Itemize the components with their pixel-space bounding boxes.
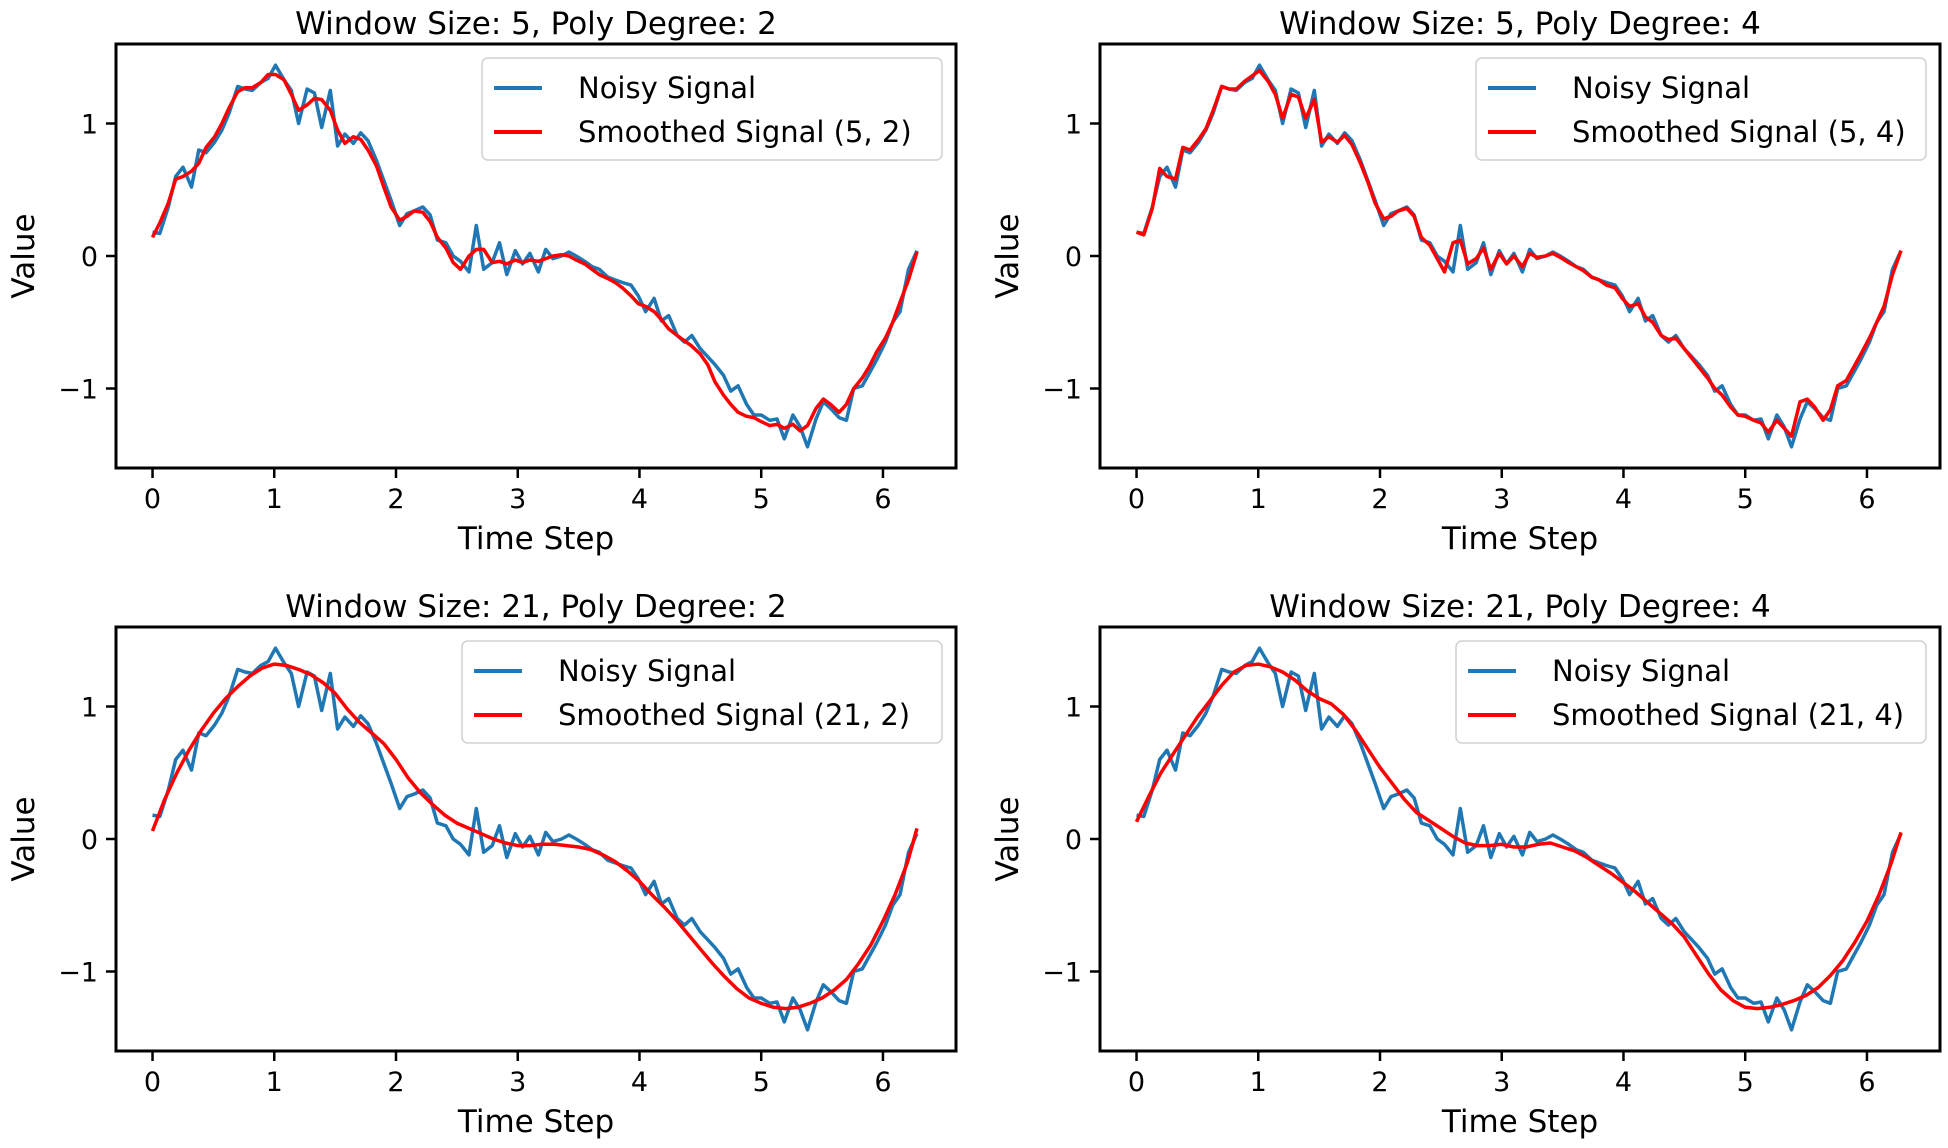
x-tick-label: 3 bbox=[509, 1067, 526, 1098]
y-tick-label: −1 bbox=[58, 375, 98, 406]
x-tick-label: 6 bbox=[874, 484, 891, 515]
y-axis-label: Value bbox=[990, 213, 1026, 298]
y-axis-label: Value bbox=[6, 213, 42, 298]
legend: Noisy Signal Smoothed Signal (5, 4) bbox=[1475, 57, 1927, 161]
x-tick-label: 0 bbox=[144, 484, 161, 515]
x-axis-label: Time Step bbox=[457, 1104, 614, 1140]
y-tick-label: 0 bbox=[81, 825, 98, 856]
y-axis-label: Value bbox=[6, 796, 42, 881]
x-tick-label: 3 bbox=[509, 484, 526, 515]
x-tick-label: 1 bbox=[1250, 484, 1267, 515]
series-line-smoothed bbox=[1134, 662, 1903, 1011]
y-tick-label: 0 bbox=[1065, 242, 1082, 273]
legend-entry: Smoothed Signal (21, 2) bbox=[558, 698, 910, 732]
subplot-3: Window Size: 21, Poly Degree: 2 0 1 2 3 4 5 6 1 0… bbox=[6, 589, 958, 1140]
x-tick-label: 0 bbox=[1128, 484, 1145, 515]
legend-box bbox=[481, 57, 943, 161]
subplot-2: Window Size: 5, Poly Degree: 4 0 1 2 3 4 5 6 1 0 −… bbox=[990, 6, 1942, 557]
x-axis-label: Time Step bbox=[1441, 1104, 1598, 1140]
legend-box bbox=[1455, 640, 1927, 744]
legend-entry: Smoothed Signal (5, 4) bbox=[1572, 115, 1906, 149]
x-tick-label: 5 bbox=[1737, 1067, 1754, 1098]
subplot-title: Window Size: 5, Poly Degree: 4 bbox=[1279, 6, 1761, 42]
y-tick-label: 1 bbox=[81, 693, 98, 724]
x-tick-label: 4 bbox=[631, 1067, 648, 1098]
legend-entry: Smoothed Signal (21, 4) bbox=[1552, 698, 1904, 732]
x-tick-label: 2 bbox=[1371, 1067, 1388, 1098]
subplot-title: Window Size: 21, Poly Degree: 4 bbox=[1269, 589, 1770, 625]
x-tick-label: 3 bbox=[1493, 484, 1510, 515]
x-tick-label: 2 bbox=[387, 484, 404, 515]
y-tick-label: −1 bbox=[1042, 375, 1082, 406]
y-tick-label: −1 bbox=[1042, 958, 1082, 989]
legend-entry: Noisy Signal bbox=[1572, 71, 1750, 105]
x-axis-label: Time Step bbox=[457, 521, 614, 557]
subplot-1: Window Size: 5, Poly Degree: 2 0 1 2 3 4 5 6 1 0 −… bbox=[6, 6, 958, 557]
x-axis-label: Time Step bbox=[1441, 521, 1598, 557]
legend-entry: Noisy Signal bbox=[578, 71, 756, 105]
x-tick-label: 1 bbox=[266, 484, 283, 515]
legend-entry: Noisy Signal bbox=[558, 654, 736, 688]
x-tick-label: 0 bbox=[1128, 1067, 1145, 1098]
subplot-4: Window Size: 21, Poly Degree: 4 0 1 2 3 4 5 6 1 0… bbox=[990, 589, 1942, 1140]
series-line-smoothed bbox=[150, 72, 919, 433]
x-tick-label: 6 bbox=[1858, 484, 1875, 515]
x-tick-label: 4 bbox=[1615, 484, 1632, 515]
x-tick-label: 2 bbox=[1371, 484, 1388, 515]
y-tick-label: 1 bbox=[81, 110, 98, 141]
series-line-smoothed bbox=[150, 662, 919, 1011]
x-tick-label: 3 bbox=[1493, 1067, 1510, 1098]
x-tick-label: 4 bbox=[1615, 1067, 1632, 1098]
x-tick-label: 5 bbox=[753, 1067, 770, 1098]
subplot-title: Window Size: 21, Poly Degree: 2 bbox=[285, 589, 786, 625]
legend-box bbox=[461, 640, 943, 744]
x-tick-label: 0 bbox=[144, 1067, 161, 1098]
y-axis-label: Value bbox=[990, 796, 1026, 881]
y-tick-label: −1 bbox=[58, 958, 98, 989]
legend: Noisy Signal Smoothed Signal (21, 2) bbox=[461, 640, 943, 744]
x-tick-label: 6 bbox=[1858, 1067, 1875, 1098]
legend-entry: Noisy Signal bbox=[1552, 654, 1730, 688]
legend: Noisy Signal Smoothed Signal (5, 2) bbox=[481, 57, 943, 161]
x-tick-label: 2 bbox=[387, 1067, 404, 1098]
x-tick-label: 1 bbox=[266, 1067, 283, 1098]
y-tick-label: 0 bbox=[81, 242, 98, 273]
x-tick-label: 5 bbox=[1737, 484, 1754, 515]
legend-box bbox=[1475, 57, 1927, 161]
x-tick-label: 5 bbox=[753, 484, 770, 515]
legend: Noisy Signal Smoothed Signal (21, 4) bbox=[1455, 640, 1927, 744]
x-tick-label: 1 bbox=[1250, 1067, 1267, 1098]
y-tick-label: 1 bbox=[1065, 693, 1082, 724]
x-tick-label: 6 bbox=[874, 1067, 891, 1098]
y-tick-label: 1 bbox=[1065, 110, 1082, 141]
series-line-smoothed bbox=[1135, 68, 1903, 438]
y-tick-label: 0 bbox=[1065, 825, 1082, 856]
x-tick-label: 4 bbox=[631, 484, 648, 515]
legend-entry: Smoothed Signal (5, 2) bbox=[578, 115, 912, 149]
subplot-title: Window Size: 5, Poly Degree: 2 bbox=[295, 6, 777, 42]
